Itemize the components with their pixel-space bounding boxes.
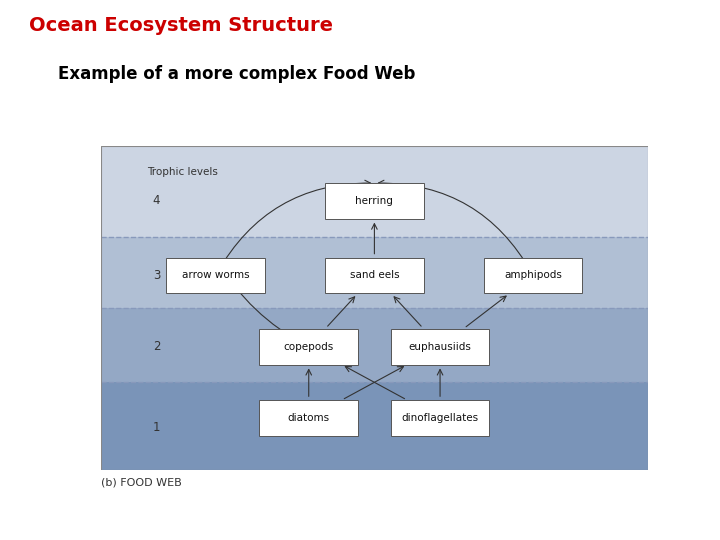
FancyBboxPatch shape — [259, 400, 358, 436]
FancyBboxPatch shape — [391, 400, 490, 436]
Text: Trophic levels: Trophic levels — [148, 167, 218, 177]
Bar — [101, 382, 648, 470]
FancyBboxPatch shape — [325, 258, 423, 293]
Text: Example of a more complex Food Web: Example of a more complex Food Web — [58, 65, 415, 83]
Text: copepods: copepods — [284, 342, 334, 352]
FancyBboxPatch shape — [484, 258, 582, 293]
Text: Ocean Ecosystem Structure: Ocean Ecosystem Structure — [29, 16, 333, 35]
Text: amphipods: amphipods — [504, 271, 562, 280]
Text: herring: herring — [356, 196, 393, 206]
Text: 3: 3 — [153, 269, 160, 282]
Text: (b) FOOD WEB: (b) FOOD WEB — [101, 478, 181, 488]
Bar — [101, 146, 648, 237]
Text: 1: 1 — [153, 421, 161, 434]
Text: sand eels: sand eels — [350, 271, 399, 280]
FancyBboxPatch shape — [325, 183, 423, 219]
Text: 4: 4 — [153, 194, 161, 207]
FancyBboxPatch shape — [166, 258, 265, 293]
Text: diatoms: diatoms — [288, 413, 330, 423]
Text: dinoflagellates: dinoflagellates — [402, 413, 479, 423]
Bar — [101, 237, 648, 308]
FancyBboxPatch shape — [391, 329, 490, 365]
Bar — [101, 308, 648, 382]
Text: arrow worms: arrow worms — [182, 271, 250, 280]
Text: 2: 2 — [153, 340, 161, 353]
Text: euphausiids: euphausiids — [409, 342, 472, 352]
FancyBboxPatch shape — [259, 329, 358, 365]
